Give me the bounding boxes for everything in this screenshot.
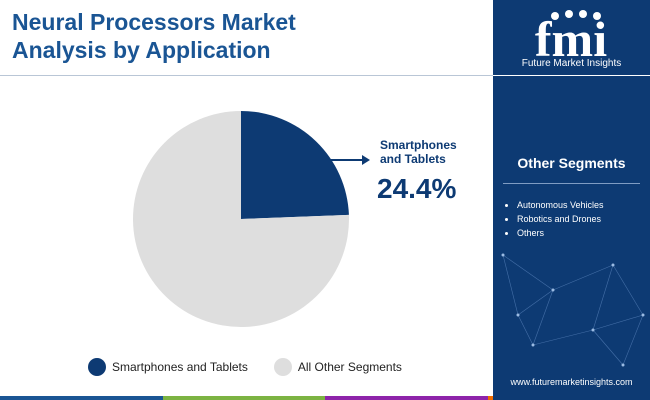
legend-item-other: All Other Segments bbox=[273, 358, 402, 376]
segments-list: Autonomous Vehicles Robotics and Drones … bbox=[505, 198, 604, 240]
pie-chart bbox=[133, 111, 370, 327]
bottom-bar-purple bbox=[325, 396, 488, 400]
page-title: Neural Processors Market Analysis by App… bbox=[12, 8, 296, 64]
website-url: www.futuremarketinsights.com bbox=[510, 377, 633, 387]
callout-label: Smartphones and Tablets bbox=[380, 138, 457, 166]
callout-label-line-2: and Tablets bbox=[380, 152, 446, 166]
legend-label-other: All Other Segments bbox=[297, 360, 402, 374]
header-divider bbox=[0, 75, 493, 76]
callout-label-line-1: Smartphones bbox=[380, 138, 457, 152]
network-graphic bbox=[501, 253, 645, 367]
pie-slice-smartphones bbox=[241, 111, 349, 219]
legend-swatch-other bbox=[273, 358, 292, 376]
bottom-bar-blue bbox=[0, 396, 163, 400]
legend-label-smartphones: Smartphones and Tablets bbox=[112, 360, 248, 374]
segments-title: Other Segments bbox=[517, 155, 626, 171]
callout-value: 24.4% bbox=[377, 173, 457, 204]
pie-slice-other bbox=[133, 111, 349, 327]
legend-item-smartphones: Smartphones and Tablets bbox=[88, 358, 248, 376]
logo-text: fmi bbox=[535, 11, 607, 66]
segments-rule bbox=[503, 183, 640, 184]
chart-legend: Smartphones and Tablets All Other Segmen… bbox=[88, 358, 428, 376]
legend-swatch-smartphones bbox=[88, 358, 106, 376]
fmi-logo-icon: fmi bbox=[535, 10, 607, 66]
sidebar-panel: fmi Future Market Insights Other Segment… bbox=[493, 0, 650, 400]
segment-item: Others bbox=[517, 226, 604, 240]
segment-item: Autonomous Vehicles bbox=[517, 198, 604, 212]
title-line-1: Neural Processors Market bbox=[12, 9, 296, 35]
sidebar-divider bbox=[493, 75, 650, 76]
brand-name: Future Market Insights bbox=[521, 58, 622, 69]
arrow-right-icon bbox=[330, 155, 370, 165]
bottom-bar-green bbox=[162, 396, 325, 400]
title-line-2: Analysis by Application bbox=[12, 37, 271, 63]
segment-item: Robotics and Drones bbox=[517, 212, 604, 226]
